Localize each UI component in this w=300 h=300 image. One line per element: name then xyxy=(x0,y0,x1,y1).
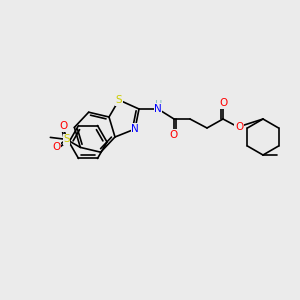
Text: N: N xyxy=(154,104,162,114)
Text: O: O xyxy=(52,142,61,152)
Text: O: O xyxy=(219,98,227,108)
Text: S: S xyxy=(116,95,122,105)
Text: S: S xyxy=(63,134,70,144)
Text: O: O xyxy=(59,122,68,131)
Text: H: H xyxy=(155,100,163,110)
Text: O: O xyxy=(235,122,243,132)
Text: O: O xyxy=(170,130,178,140)
Text: N: N xyxy=(131,124,139,134)
